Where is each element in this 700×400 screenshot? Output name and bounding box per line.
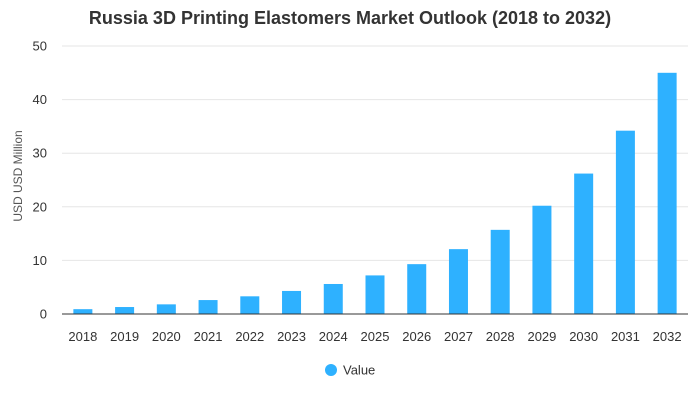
y-tick-label: 30 [33, 146, 47, 161]
grid-lines [62, 45, 688, 261]
legend-marker [325, 364, 337, 376]
x-tick-label: 2026 [402, 329, 431, 344]
x-tick-label: 2025 [361, 329, 390, 344]
bars [73, 72, 677, 314]
x-tick-label: 2027 [444, 329, 473, 344]
bar-2032 [657, 72, 677, 314]
x-tick-label: 2024 [319, 329, 348, 344]
x-tick-label: 2028 [486, 329, 515, 344]
y-tick-label: 20 [33, 199, 47, 214]
x-tick-label: 2031 [611, 329, 640, 344]
x-tick-label: 2020 [152, 329, 181, 344]
y-tick-label: 50 [33, 39, 47, 54]
x-tick-label: 2019 [110, 329, 139, 344]
bar-2019 [115, 307, 135, 314]
bar-2020 [156, 304, 176, 314]
bar-2026 [407, 264, 427, 314]
bar-2018 [73, 309, 93, 314]
chart-title: Russia 3D Printing Elastomers Market Out… [88, 8, 612, 28]
bar-2022 [240, 296, 260, 314]
bar-2024 [323, 283, 343, 314]
bar-2031 [615, 130, 635, 314]
y-tick-label: 0 [40, 307, 47, 322]
bar-2030 [574, 173, 594, 314]
bar-2027 [448, 249, 468, 314]
x-tick-label: 2018 [68, 329, 97, 344]
x-tick-label: 2022 [235, 329, 264, 344]
bar-2021 [198, 300, 218, 314]
legend: Value [325, 363, 375, 378]
x-tick-label: 2023 [277, 329, 306, 344]
x-tick-label: 2032 [653, 329, 682, 344]
y-axis-title: USD USD Million [11, 130, 25, 221]
y-tick-label: 10 [33, 253, 47, 268]
legend-label: Value [343, 363, 375, 378]
x-tick-label: 2029 [527, 329, 556, 344]
x-tick-label: 2030 [569, 329, 598, 344]
bar-2023 [282, 290, 302, 314]
bar-2029 [532, 205, 552, 314]
y-tick-label: 40 [33, 92, 47, 107]
bar-2028 [490, 229, 510, 314]
x-tick-label: 2021 [194, 329, 223, 344]
bar-2025 [365, 275, 385, 314]
